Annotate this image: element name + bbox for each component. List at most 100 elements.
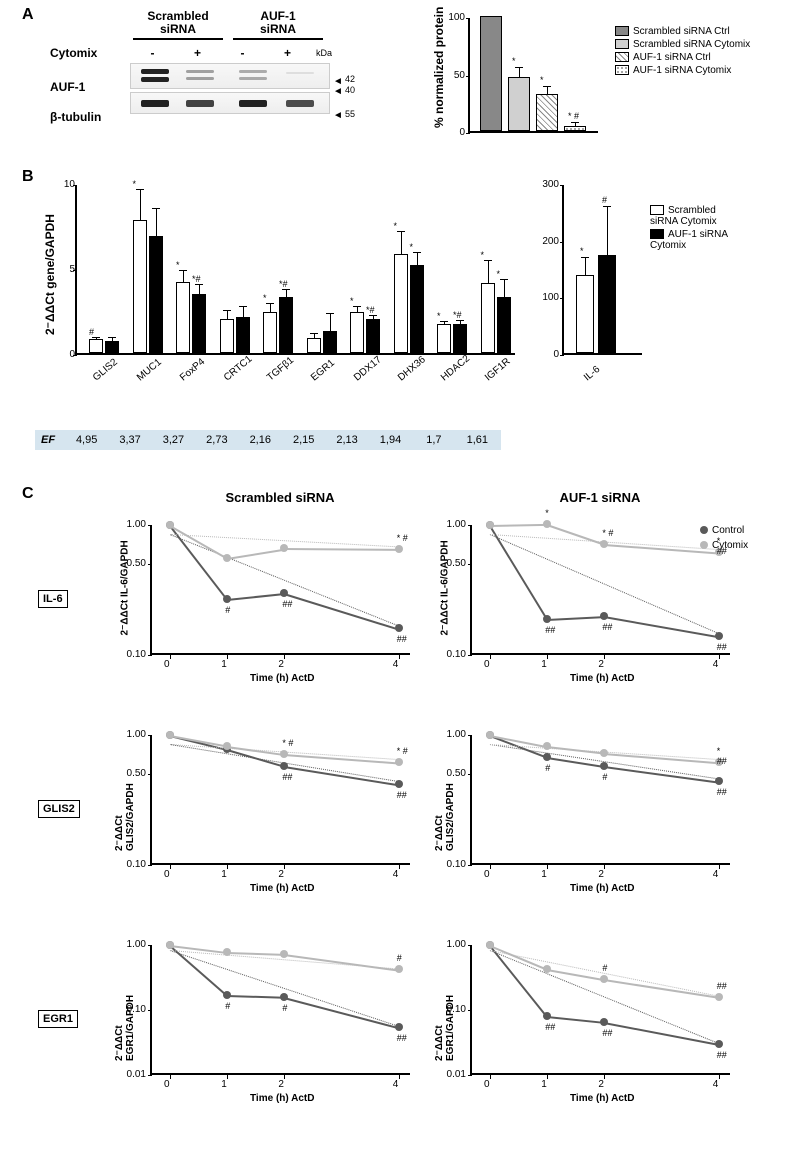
decay-xlabel: Time (h) ActD [250, 673, 314, 684]
ef-val: 3,37 [108, 434, 151, 446]
decay-xtick: 1 [541, 659, 547, 670]
panelb-bar-EGR1-scr [307, 338, 321, 353]
panelb-bar-DHX36-auf [410, 265, 424, 353]
decay-ytick: 0.10 [116, 649, 146, 660]
decay-sig: # [602, 772, 607, 782]
panelb-xlabel: FoxP4 [178, 356, 207, 383]
panelb-sig: * [176, 260, 180, 270]
panelb-sig: *# [279, 279, 288, 289]
panelb-bar-IGF1R-auf [497, 297, 511, 353]
decay-xlabel: Time (h) ActD [250, 1093, 314, 1104]
cytomix-label: Cytomix [50, 46, 130, 60]
panelb-bar-DDX17-auf [366, 319, 380, 353]
panelb-bar-IGF1R-scr [481, 283, 495, 353]
decay-xtick: 4 [713, 659, 719, 670]
bara-bar-3 [564, 126, 586, 131]
decay-xtick: 0 [484, 1079, 490, 1090]
panelb-sig: * [481, 250, 485, 260]
decay-sig: # [225, 1001, 230, 1011]
panelb-xlabel: DDX17 [352, 354, 384, 383]
gene-box-EGR1: EGR1 [38, 1010, 78, 1028]
decay-chart-EGR1-0: #####2⁻ΔΔCt EGR1/GAPDH0.010.101.000124Ti… [120, 935, 440, 1090]
decay-xtick: 0 [164, 1079, 170, 1090]
bara-sig: * [540, 75, 544, 85]
decay-xtick: 4 [713, 869, 719, 880]
decay-ylabel: 2⁻ΔΔCt IL-6/GAPDH [440, 536, 451, 636]
bara-bar-0 [480, 16, 502, 131]
panelb-bar-HDAC2-scr [437, 324, 451, 353]
bara-bar-1 [508, 77, 530, 131]
decay-ytick: 0.50 [436, 768, 466, 779]
decay-point [486, 521, 494, 529]
decay-sig: * ## [717, 746, 730, 766]
panelb-sig: * [410, 242, 414, 252]
decay-point [166, 941, 174, 949]
decay-sig: ## [602, 1028, 612, 1038]
decay-sig: ## [397, 790, 407, 800]
decay-xtick: 4 [393, 659, 399, 670]
blot-section: ScrambledsiRNA AUF-1siRNA Cytomix - + - … [50, 10, 400, 117]
decay-ytick: 0.50 [116, 558, 146, 569]
decay-ytick: 0.01 [116, 1069, 146, 1080]
decay-ytick: 1.00 [116, 729, 146, 740]
panelb-sig: * [497, 269, 501, 279]
panelb-sig: * [394, 221, 398, 231]
auf1-blot [130, 63, 330, 89]
decay-point [486, 941, 494, 949]
decay-ytick: 1.00 [436, 939, 466, 950]
auf1-label: AUF-1 [50, 80, 85, 94]
panelb-xlabel: MUC1 [135, 357, 164, 384]
decay-point [395, 965, 403, 973]
decay-sig: # [225, 605, 230, 615]
decay-xtick: 2 [598, 869, 604, 880]
decay-point [280, 544, 288, 552]
mw-42: 42 [345, 74, 355, 84]
blot-group-scrambled: ScrambledsiRNA [133, 10, 223, 40]
decay-xtick: 4 [393, 1079, 399, 1090]
decay-point [280, 589, 288, 597]
decay-xtick: 2 [598, 1079, 604, 1090]
decay-point [543, 965, 551, 973]
panel-b-chart: 2⁻ΔΔCt gene/GAPDH 0510#GLIS2*MUC1**#FoxP… [35, 175, 495, 405]
col-title-auf1: AUF-1 siRNA [460, 490, 740, 505]
ef-label: EF [37, 434, 65, 446]
gene-box-GLIS2: GLIS2 [38, 800, 80, 818]
decay-ytick: 0.01 [436, 1069, 466, 1080]
bara-legend-1: Scrambled siRNA Cytomix [615, 39, 750, 50]
decay-sig: ## [397, 1033, 407, 1043]
decay-sig: * [545, 508, 549, 518]
bara-ytick: 0 [435, 127, 465, 138]
decay-xlabel: Time (h) ActD [570, 883, 634, 894]
panel-c-label: C [22, 485, 34, 503]
decay-xlabel: Time (h) ActD [570, 1093, 634, 1104]
decay-ytick: 1.00 [116, 519, 146, 530]
il6-ytick: 300 [529, 179, 559, 190]
panelb-bar-TGFβ1-auf [279, 297, 293, 353]
decay-ytick: 0.10 [436, 649, 466, 660]
ef-val: 2,16 [239, 434, 282, 446]
ef-val: 1,7 [412, 434, 455, 446]
decay-xtick: 1 [541, 869, 547, 880]
bara-legend-2: AUF-1 siRNA Ctrl [615, 52, 750, 63]
panelb-sig: * [263, 293, 267, 303]
panelb-ytick: 5 [45, 264, 75, 275]
decay-sig: ## [717, 1050, 727, 1060]
panelb-bar-DHX36-scr [394, 254, 408, 353]
decay-chart-IL-6-0: #####* #2⁻ΔΔCt IL-6/GAPDH0.100.501.00012… [120, 515, 440, 670]
decay-ytick: 0.10 [116, 859, 146, 870]
decay-sig: ## [282, 599, 292, 609]
decay-point [223, 554, 231, 562]
cytomix-val-2: - [220, 46, 265, 60]
panel-b-il6-chart: 0100200300*#IL-6 Scrambled siRNA Cytomix… [530, 175, 730, 405]
decay-xlabel: Time (h) ActD [250, 883, 314, 894]
col-title-scrambled: Scrambled siRNA [140, 490, 420, 505]
decay-sig: # [397, 953, 402, 963]
decay-xtick: 1 [221, 869, 227, 880]
il6-ytick: 100 [529, 292, 559, 303]
decay-point [600, 1018, 608, 1026]
decay-ytick: 0.10 [436, 1004, 466, 1015]
panelb-bar-CRTC1-auf [236, 317, 250, 353]
kda-label: kDa [316, 48, 332, 58]
decay-sig: ## [717, 642, 727, 652]
decay-xtick: 2 [598, 659, 604, 670]
